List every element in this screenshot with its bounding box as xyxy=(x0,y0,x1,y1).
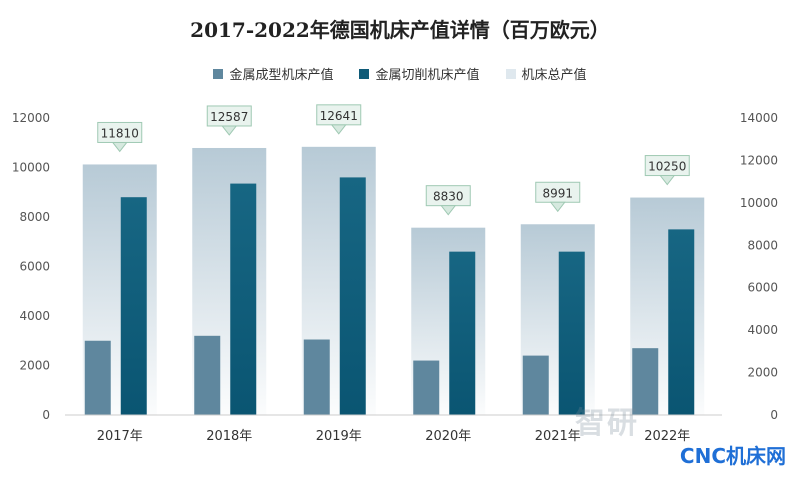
callout-pointer xyxy=(111,141,128,153)
callout-pointer xyxy=(549,201,566,213)
total-value-label: 11810 xyxy=(101,126,139,140)
left-tick-label: 12000 xyxy=(12,111,50,125)
bar-forming xyxy=(194,335,221,415)
bar-forming xyxy=(522,355,549,415)
legend-swatch-cutting xyxy=(359,68,370,79)
right-tick-label: 10000 xyxy=(740,196,778,210)
bar-cutting xyxy=(230,183,257,415)
legend-item-total: 机床总产值 xyxy=(505,64,587,83)
total-value-label: 12641 xyxy=(320,109,358,123)
left-tick-label: 2000 xyxy=(19,359,50,373)
brand-logo-text: CNC机床网 xyxy=(679,444,786,468)
x-tick-label: 2019年 xyxy=(316,429,362,444)
right-tick-label: 2000 xyxy=(747,366,778,380)
total-value-callout: 12587 xyxy=(206,105,252,136)
total-value-callout: 8991 xyxy=(535,181,581,213)
total-value-label: 8991 xyxy=(542,186,573,200)
chart-title: 2017-2022年德国机床产值详情（百万欧元） xyxy=(190,18,610,42)
x-tick-label: 2020年 xyxy=(425,429,471,444)
legend-item-forming: 金属成型机床产值 xyxy=(213,64,333,83)
bar-forming xyxy=(303,339,330,415)
right-tick-label: 4000 xyxy=(747,323,778,337)
total-value-callout: 10250 xyxy=(644,155,690,186)
total-value-label: 10250 xyxy=(648,160,686,174)
watermark: 智研 xyxy=(575,406,639,441)
right-tick-label: 0 xyxy=(770,408,778,422)
legend-label-forming: 金属成型机床产值 xyxy=(229,68,334,83)
bar-cutting xyxy=(339,177,366,415)
right-tick-label: 8000 xyxy=(747,238,778,252)
bar-cutting xyxy=(558,251,585,415)
x-tick-label: 2021年 xyxy=(535,429,581,444)
left-tick-label: 8000 xyxy=(19,210,50,224)
legend-swatch-forming xyxy=(213,68,224,79)
left-tick-label: 4000 xyxy=(19,309,50,323)
x-tick-label: 2018年 xyxy=(206,429,252,444)
callout-pointer xyxy=(221,125,238,136)
left-tick-label: 0 xyxy=(42,408,50,422)
x-tick-label: 2022年 xyxy=(644,429,690,444)
right-tick-label: 6000 xyxy=(747,281,778,295)
legend-label-total: 机床总产值 xyxy=(521,68,587,83)
bar-cutting xyxy=(449,251,476,415)
total-value-callout: 8830 xyxy=(425,185,471,216)
callout-pointer xyxy=(659,175,676,186)
right-tick-label: 14000 xyxy=(740,111,778,125)
legend-item-cutting: 金属切削机床产值 xyxy=(359,64,480,83)
right-tick-label: 12000 xyxy=(740,153,778,167)
legend-swatch-total xyxy=(505,68,516,79)
bar-forming xyxy=(413,360,440,415)
left-tick-label: 10000 xyxy=(12,161,50,175)
bar-cutting xyxy=(120,197,147,415)
bar-forming xyxy=(632,348,659,415)
x-tick-label: 2017年 xyxy=(97,429,143,444)
total-value-label: 8830 xyxy=(433,190,464,204)
callout-pointer xyxy=(440,205,457,216)
left-tick-label: 6000 xyxy=(19,260,50,274)
bar-cutting xyxy=(668,229,695,415)
total-value-callout: 11810 xyxy=(97,121,143,153)
total-value-label: 12587 xyxy=(210,110,248,124)
callout-pointer xyxy=(330,124,347,135)
bar-forming xyxy=(84,340,111,415)
legend: 金属成型机床产值 金属切削机床产值 机床总产值 xyxy=(0,64,800,83)
total-value-callout: 12641 xyxy=(316,104,362,135)
legend-label-cutting: 金属切削机床产值 xyxy=(375,68,480,83)
